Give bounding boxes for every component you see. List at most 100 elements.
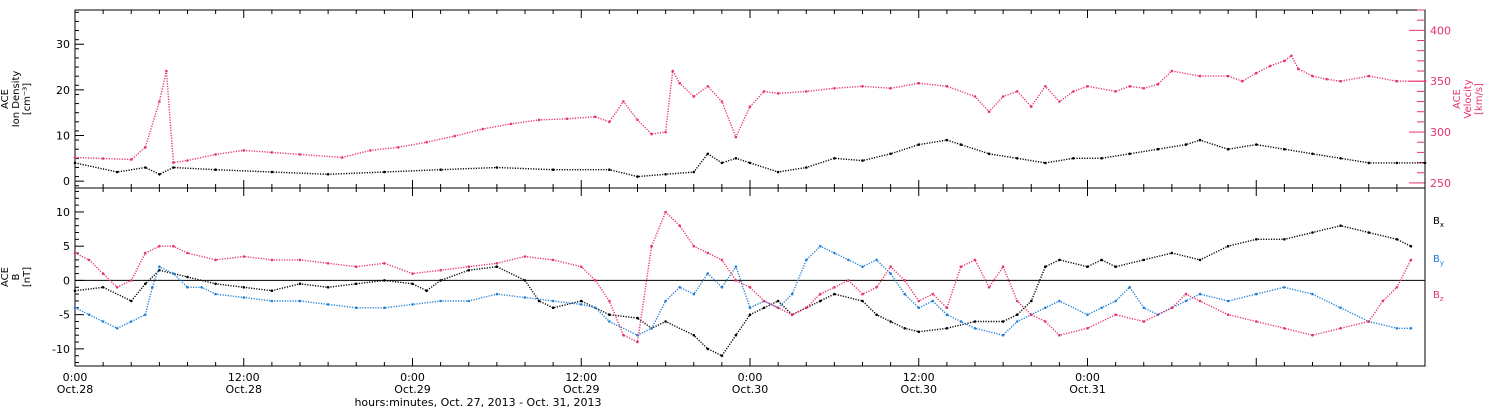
- data-point: [1311, 74, 1314, 78]
- data-point: [130, 299, 133, 303]
- left-axis-label-line: Ion Density: [11, 71, 22, 128]
- data-point: [889, 320, 892, 323]
- data-point: [720, 286, 724, 289]
- data-point: [678, 286, 681, 289]
- data-point: [762, 299, 766, 303]
- data-point: [495, 292, 499, 296]
- data-point: [833, 251, 836, 255]
- data-point: [355, 265, 358, 269]
- data-point: [1283, 59, 1286, 63]
- data-point: [551, 299, 555, 303]
- left-tick-label: 30: [56, 38, 70, 51]
- data-point: [833, 87, 836, 90]
- data-point: [101, 286, 105, 289]
- data-point: [1184, 143, 1188, 146]
- data-point: [734, 157, 738, 160]
- data-point: [1339, 306, 1342, 310]
- data-point: [1367, 74, 1371, 78]
- data-point: [523, 296, 527, 299]
- data-point: [748, 306, 752, 310]
- data-point: [551, 168, 555, 171]
- data-point: [987, 152, 991, 156]
- data-point: [776, 299, 780, 303]
- data-point: [1128, 85, 1131, 88]
- data-point: [144, 282, 147, 286]
- data-point: [1170, 306, 1174, 310]
- data-point: [1395, 238, 1399, 241]
- data-point: [1072, 90, 1075, 93]
- data-point: [1100, 157, 1103, 160]
- right-axis-label-line: [km/s]: [1474, 83, 1485, 115]
- data-point: [973, 258, 977, 262]
- data-point: [1198, 138, 1202, 142]
- data-point: [1086, 313, 1089, 317]
- data-point: [1255, 320, 1258, 323]
- data-point: [664, 299, 667, 303]
- data-point: [650, 132, 653, 136]
- data-point: [776, 92, 780, 95]
- data-point: [1290, 54, 1293, 58]
- data-point: [790, 313, 794, 317]
- panel-frame: [74, 187, 1426, 367]
- data-point: [636, 340, 639, 344]
- data-point: [1283, 286, 1286, 289]
- data-point: [805, 90, 808, 93]
- right-axis-label: ACEVelocity[km/s]: [1452, 79, 1485, 118]
- data-point: [608, 320, 611, 323]
- data-point: [664, 210, 667, 214]
- data-point: [130, 279, 133, 282]
- x-tick-date-label: Oct.28: [225, 383, 262, 396]
- left-tick-label: 10: [56, 130, 70, 143]
- data-point: [1030, 313, 1033, 317]
- right-tick-label: 300: [1430, 126, 1451, 139]
- data-point: [1100, 258, 1103, 262]
- data-point: [580, 265, 583, 269]
- data-point: [509, 122, 513, 126]
- data-point: [467, 265, 471, 269]
- left-axis-label-line: ACE: [0, 89, 11, 109]
- right-tick-label: 400: [1430, 24, 1451, 37]
- data-point: [608, 168, 611, 171]
- data-point: [1001, 95, 1005, 98]
- data-point: [242, 286, 246, 289]
- data-point: [734, 265, 738, 269]
- data-point: [1142, 320, 1146, 323]
- data-point: [383, 279, 386, 282]
- data-point: [692, 292, 696, 296]
- x-tick-time-label: 12:00: [565, 371, 597, 384]
- data-point: [439, 268, 442, 272]
- data-point: [917, 299, 921, 303]
- time-axis-label: hours:minutes, Oct. 27, 2013 - Oct. 31, …: [354, 396, 601, 409]
- data-point: [172, 161, 175, 164]
- panel-frame: [74, 9, 1426, 189]
- x-tick-time-label: 0:00: [63, 371, 88, 384]
- x-tick-time-label: 0:00: [400, 371, 425, 384]
- data-point: [565, 117, 569, 121]
- data-point: [1339, 79, 1342, 83]
- data-point: [1100, 306, 1103, 310]
- data-point: [101, 320, 105, 323]
- data-point: [1381, 299, 1385, 303]
- data-point: [411, 303, 414, 306]
- data-point: [270, 299, 274, 303]
- data-point: [917, 306, 921, 310]
- data-point: [1128, 152, 1131, 156]
- data-point: [1015, 299, 1019, 303]
- data-point: [186, 275, 189, 279]
- data-point: [1170, 251, 1174, 255]
- data-point: [383, 262, 386, 265]
- data-point: [1255, 292, 1258, 296]
- data-point: [73, 306, 77, 310]
- data-point: [875, 313, 878, 317]
- data-point: [805, 306, 808, 310]
- data-point: [664, 320, 667, 323]
- data-point: [931, 292, 935, 296]
- data-point: [172, 272, 175, 275]
- data-point: [186, 159, 189, 162]
- data-point: [889, 87, 892, 90]
- data-point: [636, 316, 639, 320]
- data-point: [1255, 143, 1258, 146]
- data-point: [165, 69, 168, 73]
- x-tick-time-label: 0:00: [1075, 371, 1100, 384]
